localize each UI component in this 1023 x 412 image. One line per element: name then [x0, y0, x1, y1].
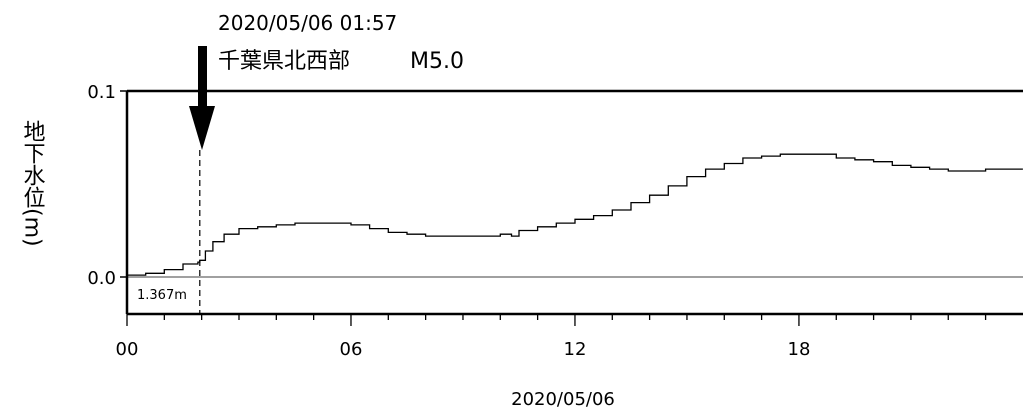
y-axis-label: 地下水位(m): [20, 120, 46, 247]
x-axis-ticks: [126, 314, 987, 326]
x-axis-label: 2020/05/06: [511, 389, 615, 410]
y-tick-label-zero: 0.0: [87, 268, 116, 289]
event-magnitude-label: M5.0: [410, 49, 464, 74]
x-tick-label-12: 12: [564, 339, 587, 360]
x-tick-label-18: 18: [788, 339, 811, 360]
event-location-label: 千葉県北西部: [218, 49, 350, 74]
event-datetime-label: 2020/05/06 01:57: [218, 11, 397, 35]
baseline-label: 1.367m: [137, 288, 187, 303]
y-tick-label-top: 0.1: [87, 82, 116, 103]
x-tick-label-00: 00: [116, 339, 139, 360]
x-tick-label-06: 06: [340, 339, 363, 360]
groundwater-series-line: [127, 153, 1023, 276]
event-arrow-shaft: [198, 46, 207, 108]
event-arrow-head: [189, 106, 215, 150]
event-arrow: [189, 46, 215, 150]
